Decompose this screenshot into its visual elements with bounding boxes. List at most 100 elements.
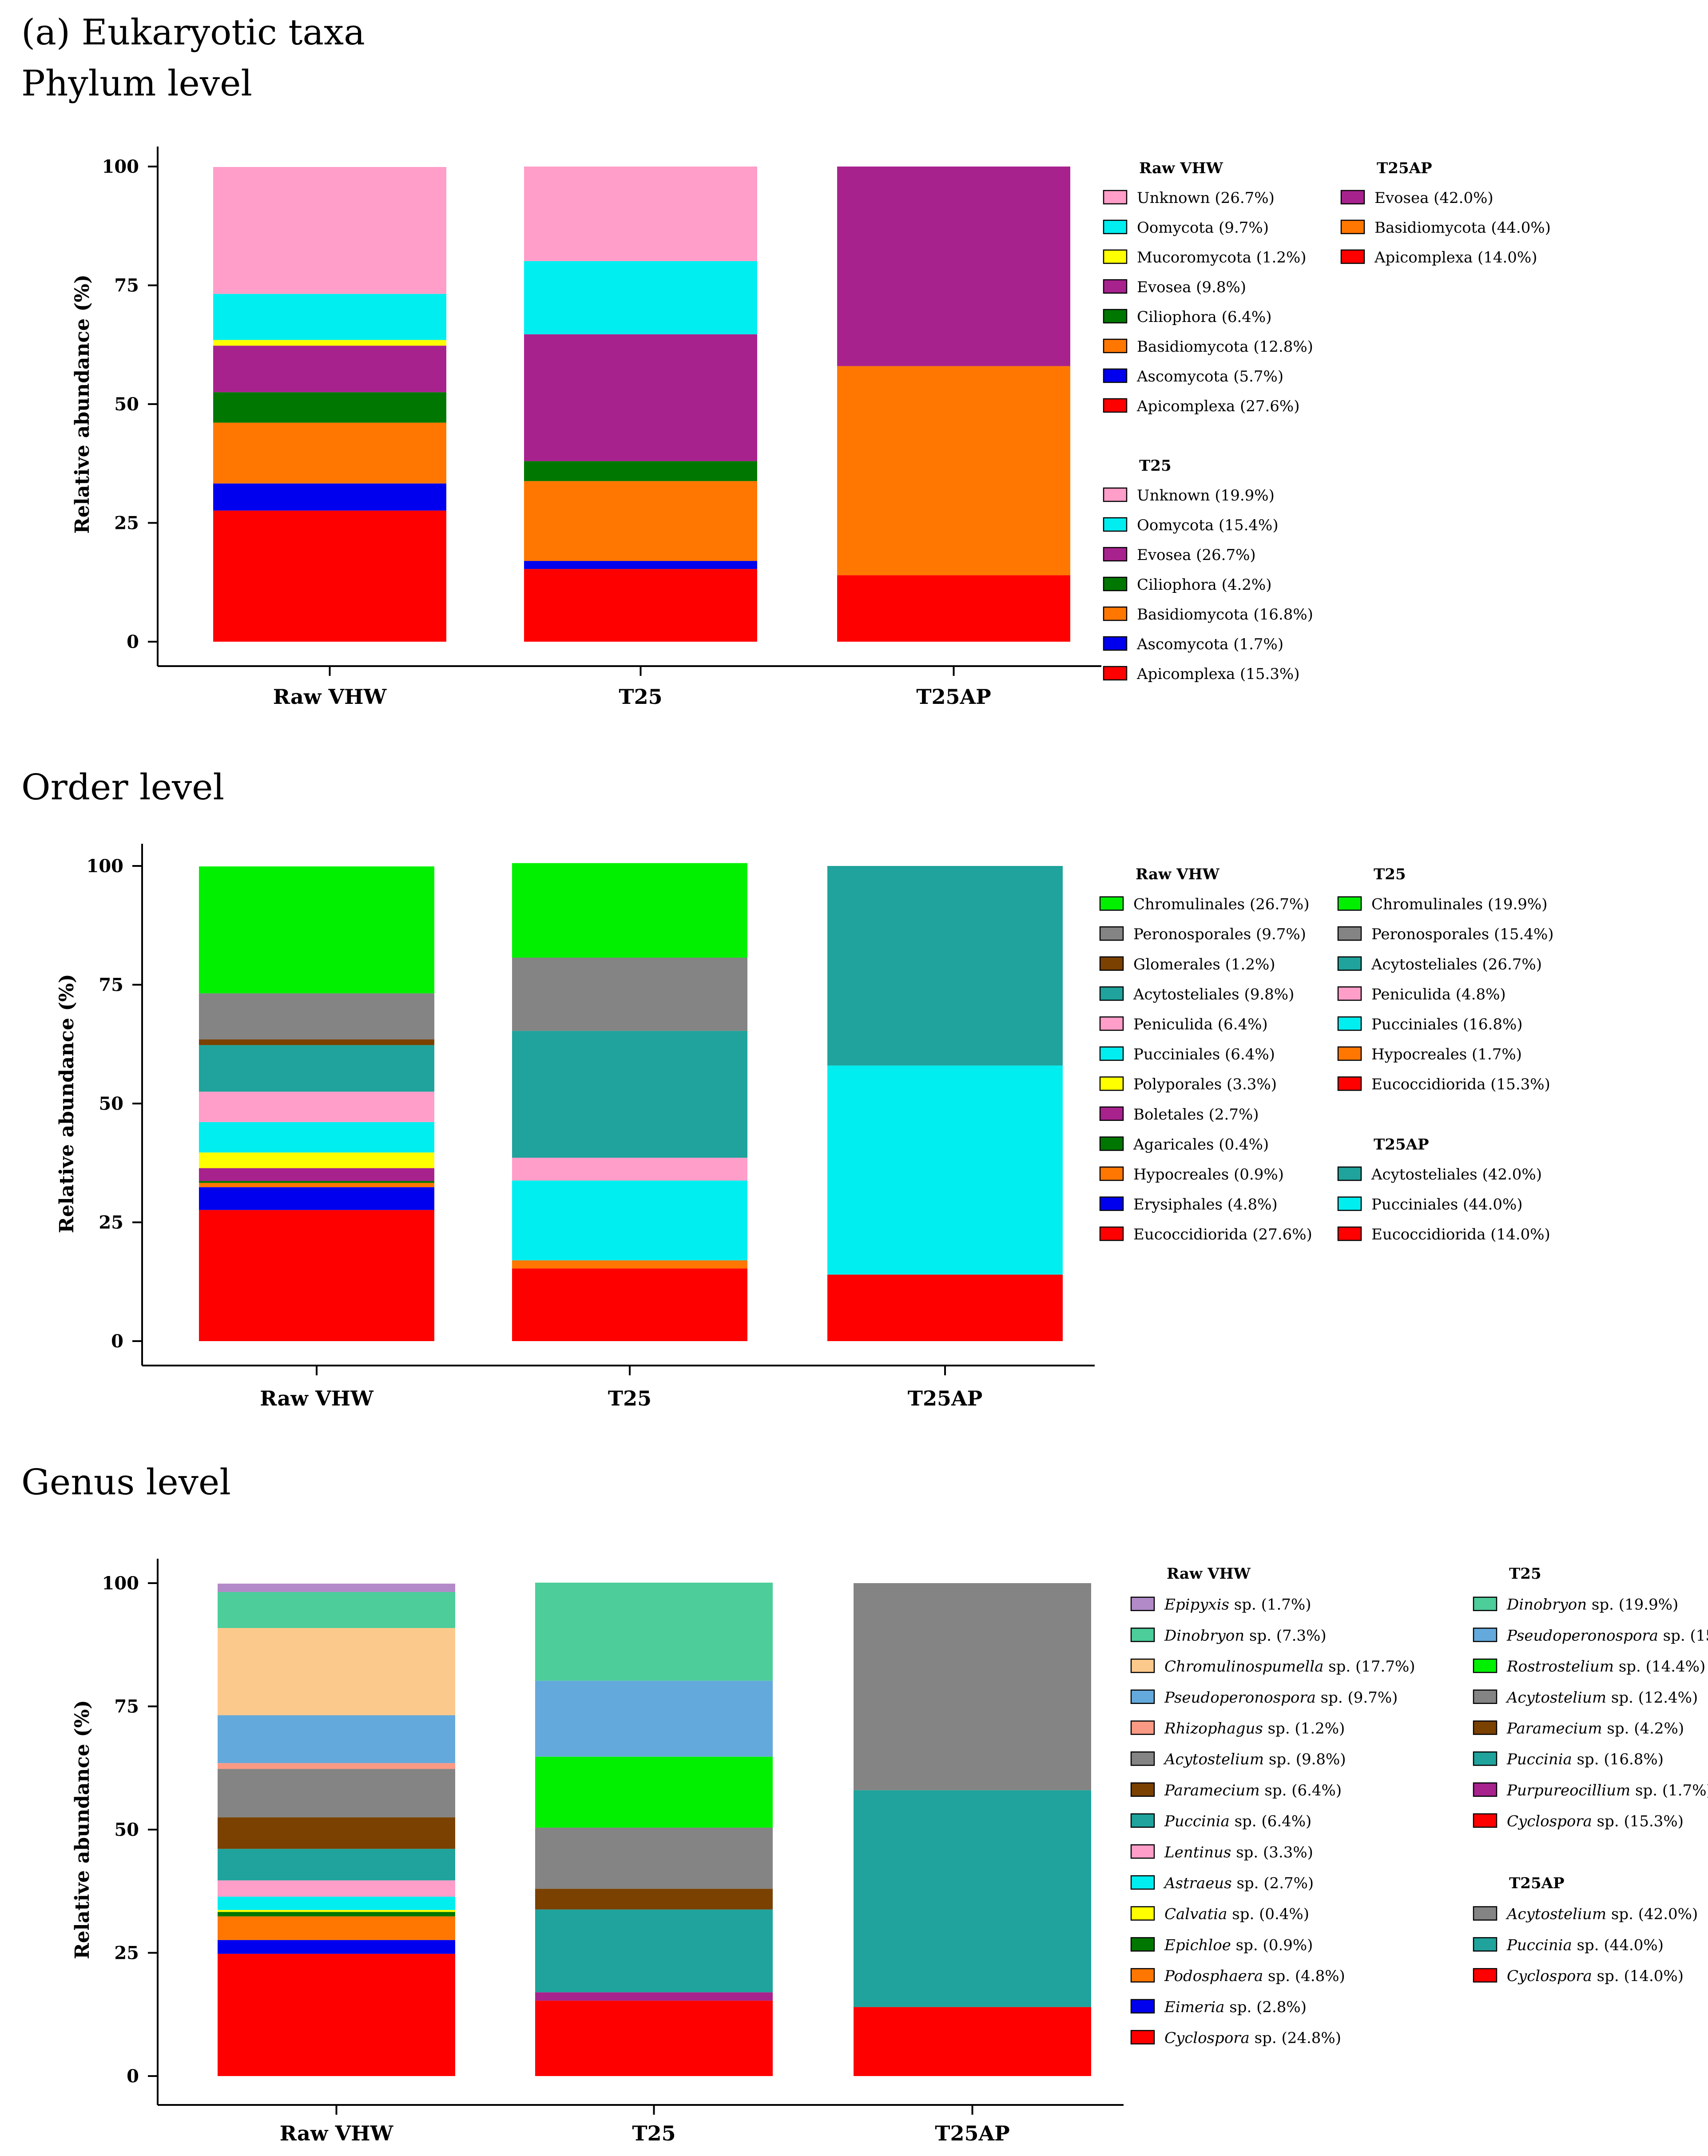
legend-swatch — [1099, 956, 1124, 971]
legend-item: Oomycota (9.7%) — [1137, 219, 1269, 237]
figure-label: (a) Eukaryotic taxa — [21, 12, 365, 53]
bar-segment — [524, 334, 757, 461]
legend-item: Ciliophora (6.4%) — [1137, 308, 1271, 326]
legend-swatch — [1340, 190, 1365, 205]
legend-swatch — [1130, 1596, 1155, 1611]
legend-item: Eucoccidiorida (27.6%) — [1133, 1226, 1312, 1243]
bar-segment — [218, 1584, 455, 1592]
bar-segment — [218, 1912, 455, 1917]
legend-swatch — [1130, 1751, 1155, 1766]
x-category-label: Raw VHW — [260, 1386, 374, 1410]
legend-item: Ascomycota (5.7%) — [1136, 368, 1283, 385]
bar-segment — [218, 1763, 455, 1769]
chart-panel-3: Genus level 0 25 50 75 100 Relative abundance … — [21, 1461, 1708, 2145]
legend-item: Peniculida (6.4%) — [1133, 1016, 1268, 1033]
y-tick-label: 0 — [127, 2066, 139, 2087]
legend-group-title: T25 — [1509, 1565, 1541, 1583]
bar-segment — [218, 1592, 455, 1628]
y-axis-label: Relative abundance (%) — [56, 974, 78, 1233]
legend-swatch — [1473, 1906, 1497, 1921]
y-axis-label: Relative abundance (%) — [71, 1700, 94, 1959]
legend-swatch — [1130, 1813, 1155, 1828]
legend-item: Pseudoperonospora sp. (15.4%) — [1506, 1627, 1708, 1644]
legend-item: Hypocreales (1.7%) — [1371, 1046, 1522, 1064]
x-category-label: T25AP — [916, 685, 991, 709]
legend-item: Acytostelium sp. (42.0%) — [1505, 1906, 1698, 1923]
bar-segment — [218, 1896, 455, 1910]
bar-segment — [218, 1817, 455, 1849]
bar-segment — [218, 1916, 455, 1940]
x-category-label: Raw VHW — [280, 2121, 394, 2145]
legend-swatch — [1130, 1937, 1155, 1952]
legend-item: Rostrostelium sp. (14.4%) — [1506, 1658, 1705, 1676]
legend-group-title: Raw VHW — [1136, 866, 1220, 883]
x-category-label: T25 — [619, 685, 662, 709]
legend-item: Epichloe sp. (0.9%) — [1164, 1936, 1313, 1954]
legend-group-title: T25 — [1139, 457, 1172, 475]
legend-item: Mucoromycota (1.2%) — [1137, 249, 1307, 266]
legend-swatch — [1130, 1906, 1155, 1921]
legend-swatch — [1130, 1875, 1155, 1890]
legend-item: Pucciniales (44.0%) — [1371, 1196, 1523, 1214]
legend-swatch — [1337, 1046, 1362, 1061]
legend-group-title: T25AP — [1377, 159, 1432, 177]
legend-item: Pseudoperonospora sp. (9.7%) — [1164, 1689, 1398, 1707]
legend-item: Rhizophagus sp. (1.2%) — [1164, 1720, 1345, 1738]
bar-segment — [213, 294, 446, 340]
legend-swatch — [1337, 956, 1362, 971]
legend-item: Cyclospora sp. (15.3%) — [1507, 1813, 1684, 1830]
legend-item: Apicomplexa (14.0%) — [1374, 249, 1537, 266]
bar-segment — [199, 993, 434, 1040]
legend-swatch — [1473, 1628, 1497, 1642]
legend-item: Agaricales (0.4%) — [1133, 1136, 1269, 1153]
bar-segment — [512, 1180, 747, 1261]
bar-segment — [218, 1910, 455, 1912]
bar-segment — [535, 1909, 773, 1993]
legend-swatch — [1130, 1844, 1155, 1859]
legend-swatch — [1099, 1136, 1124, 1151]
bar-segment — [199, 866, 434, 993]
y-tick-label: 100 — [102, 156, 139, 177]
x-category-label: T25 — [632, 2121, 675, 2145]
x-category-label: T25AP — [908, 1386, 983, 1410]
bar-segment — [512, 1031, 747, 1158]
bar-segment — [827, 1065, 1063, 1275]
legend-swatch — [1103, 606, 1128, 621]
y-tick-label: 50 — [114, 394, 139, 415]
legend-swatch — [1473, 1968, 1497, 1983]
chart-panel-1: Phylum level 0 25 50 75 100 Relative abundance… — [21, 63, 1551, 709]
legend-swatch — [1099, 1196, 1124, 1211]
legend-swatch — [1130, 1999, 1155, 2014]
legend-item: Basidiomycota (16.8%) — [1137, 606, 1313, 623]
y-tick-label: 25 — [99, 1212, 123, 1233]
legend-item: Acytostelium sp. (9.8%) — [1163, 1751, 1346, 1768]
bar-segment — [512, 1268, 747, 1341]
legend-swatch — [1337, 1016, 1362, 1031]
legend-swatch — [1103, 309, 1128, 324]
x-category-label: Raw VHW — [273, 685, 387, 709]
bar-segment — [218, 1628, 455, 1715]
legend-swatch — [1099, 896, 1124, 911]
bar-segment — [535, 1889, 773, 1910]
legend-item: Dinobryon sp. (7.3%) — [1164, 1627, 1327, 1644]
x-category-label: T25AP — [935, 2121, 1010, 2145]
bar-segment — [199, 1210, 434, 1341]
legend-swatch — [1099, 986, 1124, 1001]
legend-group-title: T25AP — [1509, 1874, 1565, 1892]
legend-item: Ciliophora (4.2%) — [1137, 576, 1271, 594]
legend-item: Unknown (26.7%) — [1137, 189, 1275, 207]
bar-segment — [218, 1849, 455, 1881]
bar-segment — [535, 1582, 773, 1681]
legend-swatch — [1130, 1658, 1155, 1673]
y-tick-label: 75 — [114, 1696, 139, 1717]
bar-segment — [213, 167, 446, 294]
panel-title: Order level — [21, 766, 224, 808]
bar-segment — [213, 422, 446, 484]
legend-swatch — [1130, 1782, 1155, 1797]
legend-item: Epipyxis sp. (1.7%) — [1164, 1596, 1311, 1614]
bar-segment — [512, 1260, 747, 1269]
legend-item: Lentinus sp. (3.3%) — [1164, 1843, 1313, 1861]
bar-segment — [837, 366, 1070, 576]
legend-swatch — [1337, 986, 1362, 1001]
bar-segment — [535, 1680, 773, 1757]
